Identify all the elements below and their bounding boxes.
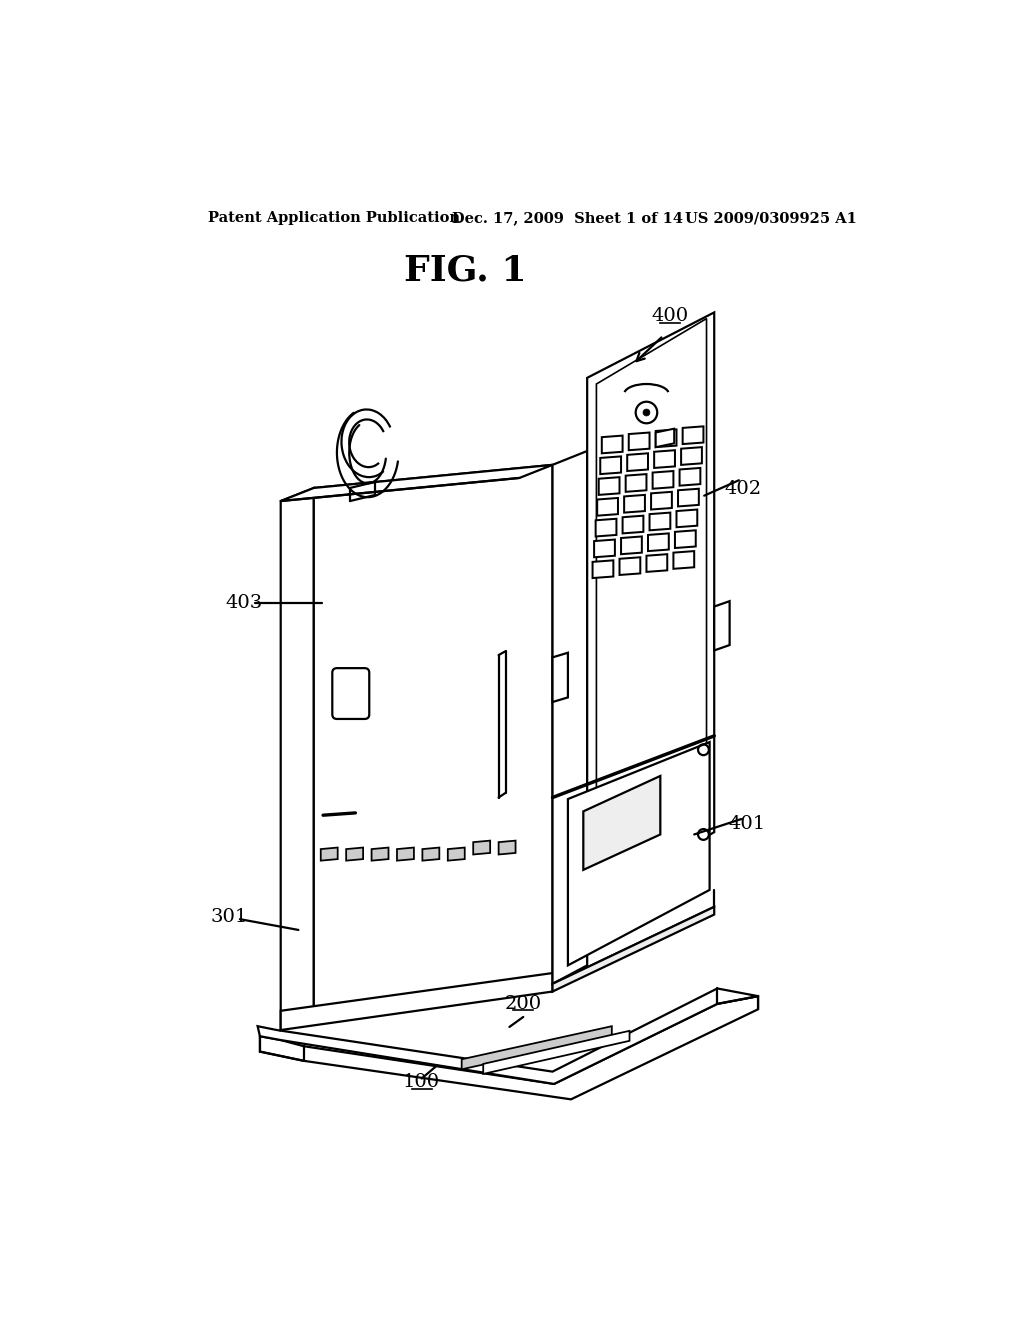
Polygon shape [678,488,698,507]
Polygon shape [321,847,338,861]
Polygon shape [568,742,710,965]
Polygon shape [648,533,669,552]
Polygon shape [587,313,714,906]
Text: 301: 301 [211,908,248,925]
Text: Patent Application Publication: Patent Application Publication [208,211,460,226]
Polygon shape [596,519,616,536]
Polygon shape [593,561,613,578]
Polygon shape [258,989,758,1084]
Circle shape [636,401,657,424]
Text: 403: 403 [226,594,263,612]
Polygon shape [651,492,672,510]
Polygon shape [281,973,553,1030]
Polygon shape [714,601,730,651]
Polygon shape [620,557,640,576]
Circle shape [643,409,650,416]
Polygon shape [677,510,697,527]
Polygon shape [649,512,671,531]
Polygon shape [655,429,674,447]
Polygon shape [553,907,714,991]
Polygon shape [625,495,645,512]
Polygon shape [313,465,553,1011]
Polygon shape [626,474,646,492]
Polygon shape [683,426,703,444]
Text: 402: 402 [724,480,761,499]
Polygon shape [553,451,587,983]
Polygon shape [654,450,675,469]
Polygon shape [473,841,490,854]
Polygon shape [597,498,617,516]
Polygon shape [629,433,649,450]
Polygon shape [596,318,707,899]
Text: US 2009/0309925 A1: US 2009/0309925 A1 [685,211,857,226]
Text: 100: 100 [403,1073,440,1092]
Polygon shape [623,516,643,533]
Polygon shape [483,1031,630,1074]
Polygon shape [447,847,465,861]
Polygon shape [646,554,668,572]
Polygon shape [372,847,388,861]
Polygon shape [681,447,701,465]
Polygon shape [674,552,694,569]
Text: FIG. 1: FIG. 1 [404,253,526,286]
Polygon shape [602,436,623,453]
Polygon shape [281,465,553,502]
Text: 401: 401 [728,816,765,833]
Polygon shape [599,478,620,495]
Text: 200: 200 [505,995,542,1012]
Text: 400: 400 [651,308,688,325]
Polygon shape [594,540,614,557]
Text: Dec. 17, 2009  Sheet 1 of 14: Dec. 17, 2009 Sheet 1 of 14 [453,211,683,226]
Polygon shape [346,847,364,861]
Polygon shape [260,997,758,1100]
Polygon shape [499,841,515,854]
Polygon shape [553,653,568,702]
Polygon shape [628,453,648,471]
Polygon shape [281,488,313,1030]
Polygon shape [655,429,677,447]
Polygon shape [652,471,674,488]
Polygon shape [680,469,700,486]
Polygon shape [462,1026,611,1069]
Polygon shape [397,847,414,861]
Polygon shape [675,531,695,548]
Polygon shape [584,776,660,870]
Polygon shape [422,847,439,861]
Polygon shape [600,457,621,474]
Polygon shape [621,536,642,554]
